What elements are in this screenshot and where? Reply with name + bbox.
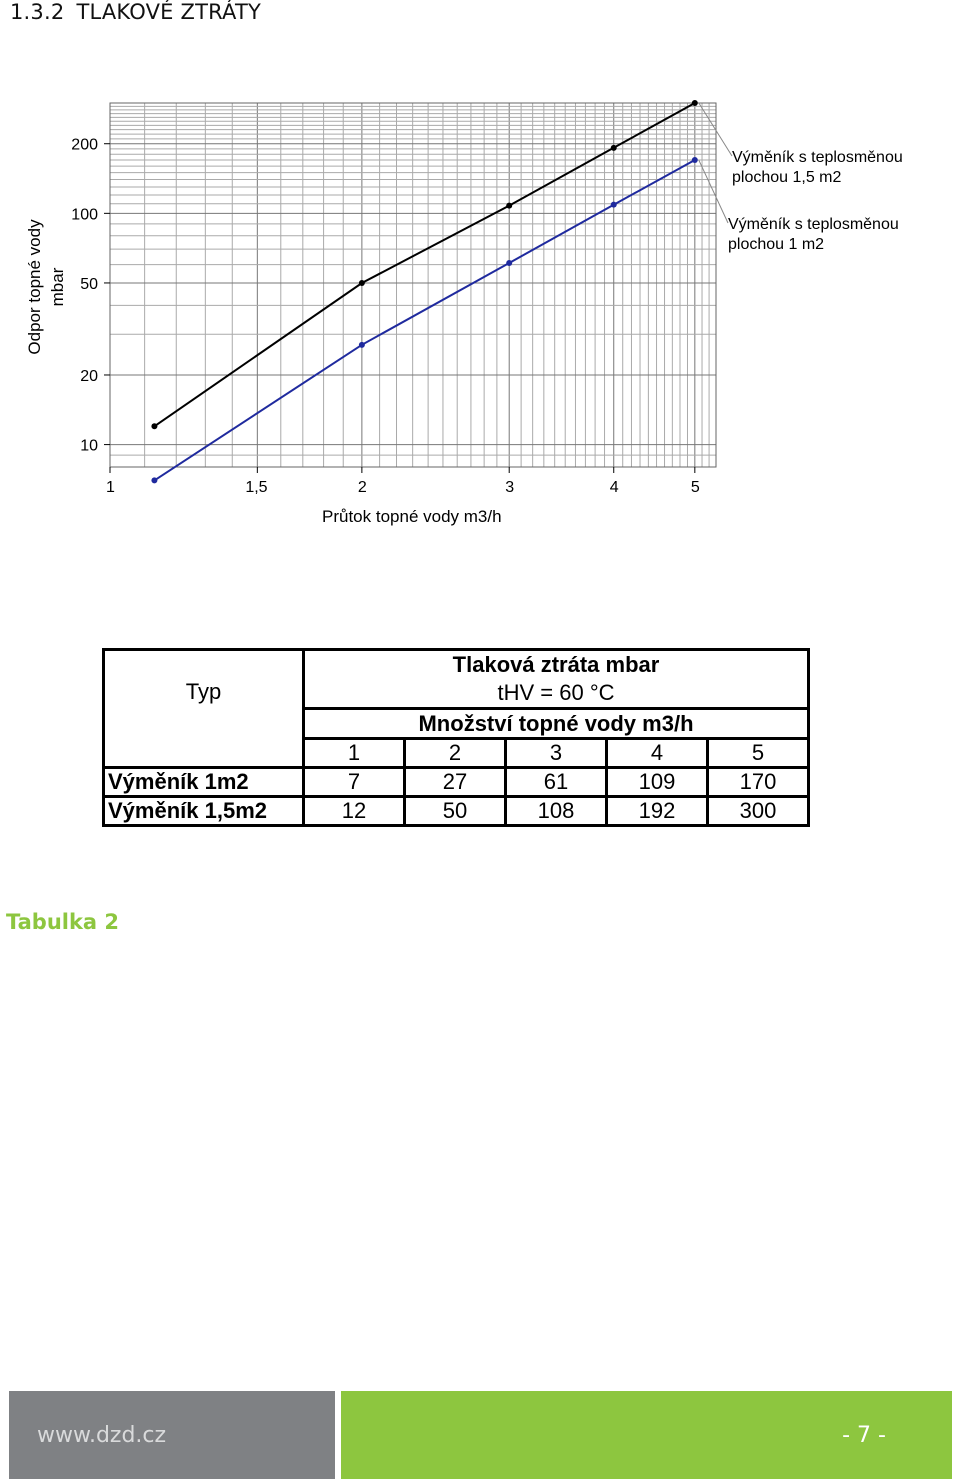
- x-tick-label: 5: [691, 479, 700, 496]
- table-cell: 7: [302, 766, 406, 798]
- table-cell: 170: [706, 766, 810, 798]
- data-point: [610, 144, 617, 151]
- y-axis-unit-label: mbar: [48, 267, 67, 306]
- table-cell: 12: [302, 795, 406, 827]
- table-row: Výměník 1,5m2 12 50 108 192 300: [102, 795, 810, 827]
- y-tick-label: 50: [80, 276, 98, 293]
- series-label: plochou 1,5 m2: [732, 169, 842, 186]
- table-subtitle: tHV = 60 °C: [497, 680, 615, 705]
- footer-website: www.dzd.cz: [37, 1423, 167, 1448]
- column-header: 3: [504, 737, 608, 769]
- footer-left-panel: www.dzd.cz: [9, 1391, 335, 1479]
- table-title: Tlaková ztráta mbar: [452, 652, 660, 677]
- series-label: Výměník s teplosměnou: [732, 149, 903, 166]
- series-label: plochou 1 m2: [728, 236, 824, 253]
- y-tick-label: 200: [71, 137, 98, 154]
- table-cell: 50: [403, 795, 507, 827]
- x-axis-label: Průtok topné vody m3/h: [322, 507, 502, 526]
- table-cell: 27: [403, 766, 507, 798]
- x-tick-label: 4: [610, 479, 619, 496]
- y-tick-label: 100: [71, 206, 98, 223]
- table-subheader: Množství topné vody m3/h: [302, 707, 810, 740]
- x-tick-label: 1: [106, 479, 115, 496]
- table-cell: 109: [605, 766, 709, 798]
- x-tick-label: 1,5: [245, 479, 267, 496]
- column-header: 4: [605, 737, 709, 769]
- data-point: [358, 341, 365, 348]
- section-title: TLAKOVÉ ZTRÁTY: [76, 0, 262, 24]
- data-point: [151, 477, 158, 484]
- series-leader-line: [698, 102, 733, 157]
- y-axis-label: Odpor topné vody: [25, 219, 44, 355]
- pressure-loss-table: Typ Tlaková ztráta mbar tHV = 60 °C Množ…: [102, 648, 810, 827]
- data-point: [691, 100, 698, 106]
- data-point: [506, 202, 513, 209]
- data-point: [151, 423, 158, 430]
- y-tick-label: 10: [80, 438, 98, 455]
- plot-frame: [109, 102, 717, 468]
- data-point: [610, 201, 617, 208]
- y-tick-label: 20: [80, 368, 98, 385]
- x-tick-label: 2: [358, 479, 367, 496]
- column-header: 2: [403, 737, 507, 769]
- section-number: 1.3.2: [10, 0, 65, 24]
- data-point: [358, 279, 365, 286]
- typ-header: Typ: [102, 648, 305, 769]
- table-row: Výměník 1m2 7 27 61 109 170: [102, 766, 810, 798]
- row-label: Výměník 1m2: [102, 766, 305, 798]
- table-cell: 192: [605, 795, 709, 827]
- table-cell: 108: [504, 795, 608, 827]
- data-point: [506, 259, 513, 266]
- column-header: 1: [302, 737, 406, 769]
- page-number: - 7 -: [842, 1423, 886, 1448]
- table-cell: 61: [504, 766, 608, 798]
- x-tick-label: 3: [505, 479, 514, 496]
- data-point: [691, 157, 698, 164]
- section-heading: 1.3.2 TLAKOVÉ ZTRÁTY: [10, 0, 261, 24]
- table-caption: Tabulka 2: [6, 910, 120, 934]
- series-label: Výměník s teplosměnou: [728, 216, 899, 233]
- pressure-loss-chart: 1 1,5 2 3 4 5 10 20 50 100 200 Průtok topné vody m3…: [25, 100, 903, 526]
- footer-right-panel: - 7 -: [341, 1391, 952, 1479]
- table-title-cell: Tlaková ztráta mbar tHV = 60 °C: [302, 648, 810, 710]
- row-label: Výměník 1,5m2: [102, 795, 305, 827]
- series-leader-line: [698, 159, 729, 224]
- column-header: 5: [706, 737, 810, 769]
- table-cell: 300: [706, 795, 810, 827]
